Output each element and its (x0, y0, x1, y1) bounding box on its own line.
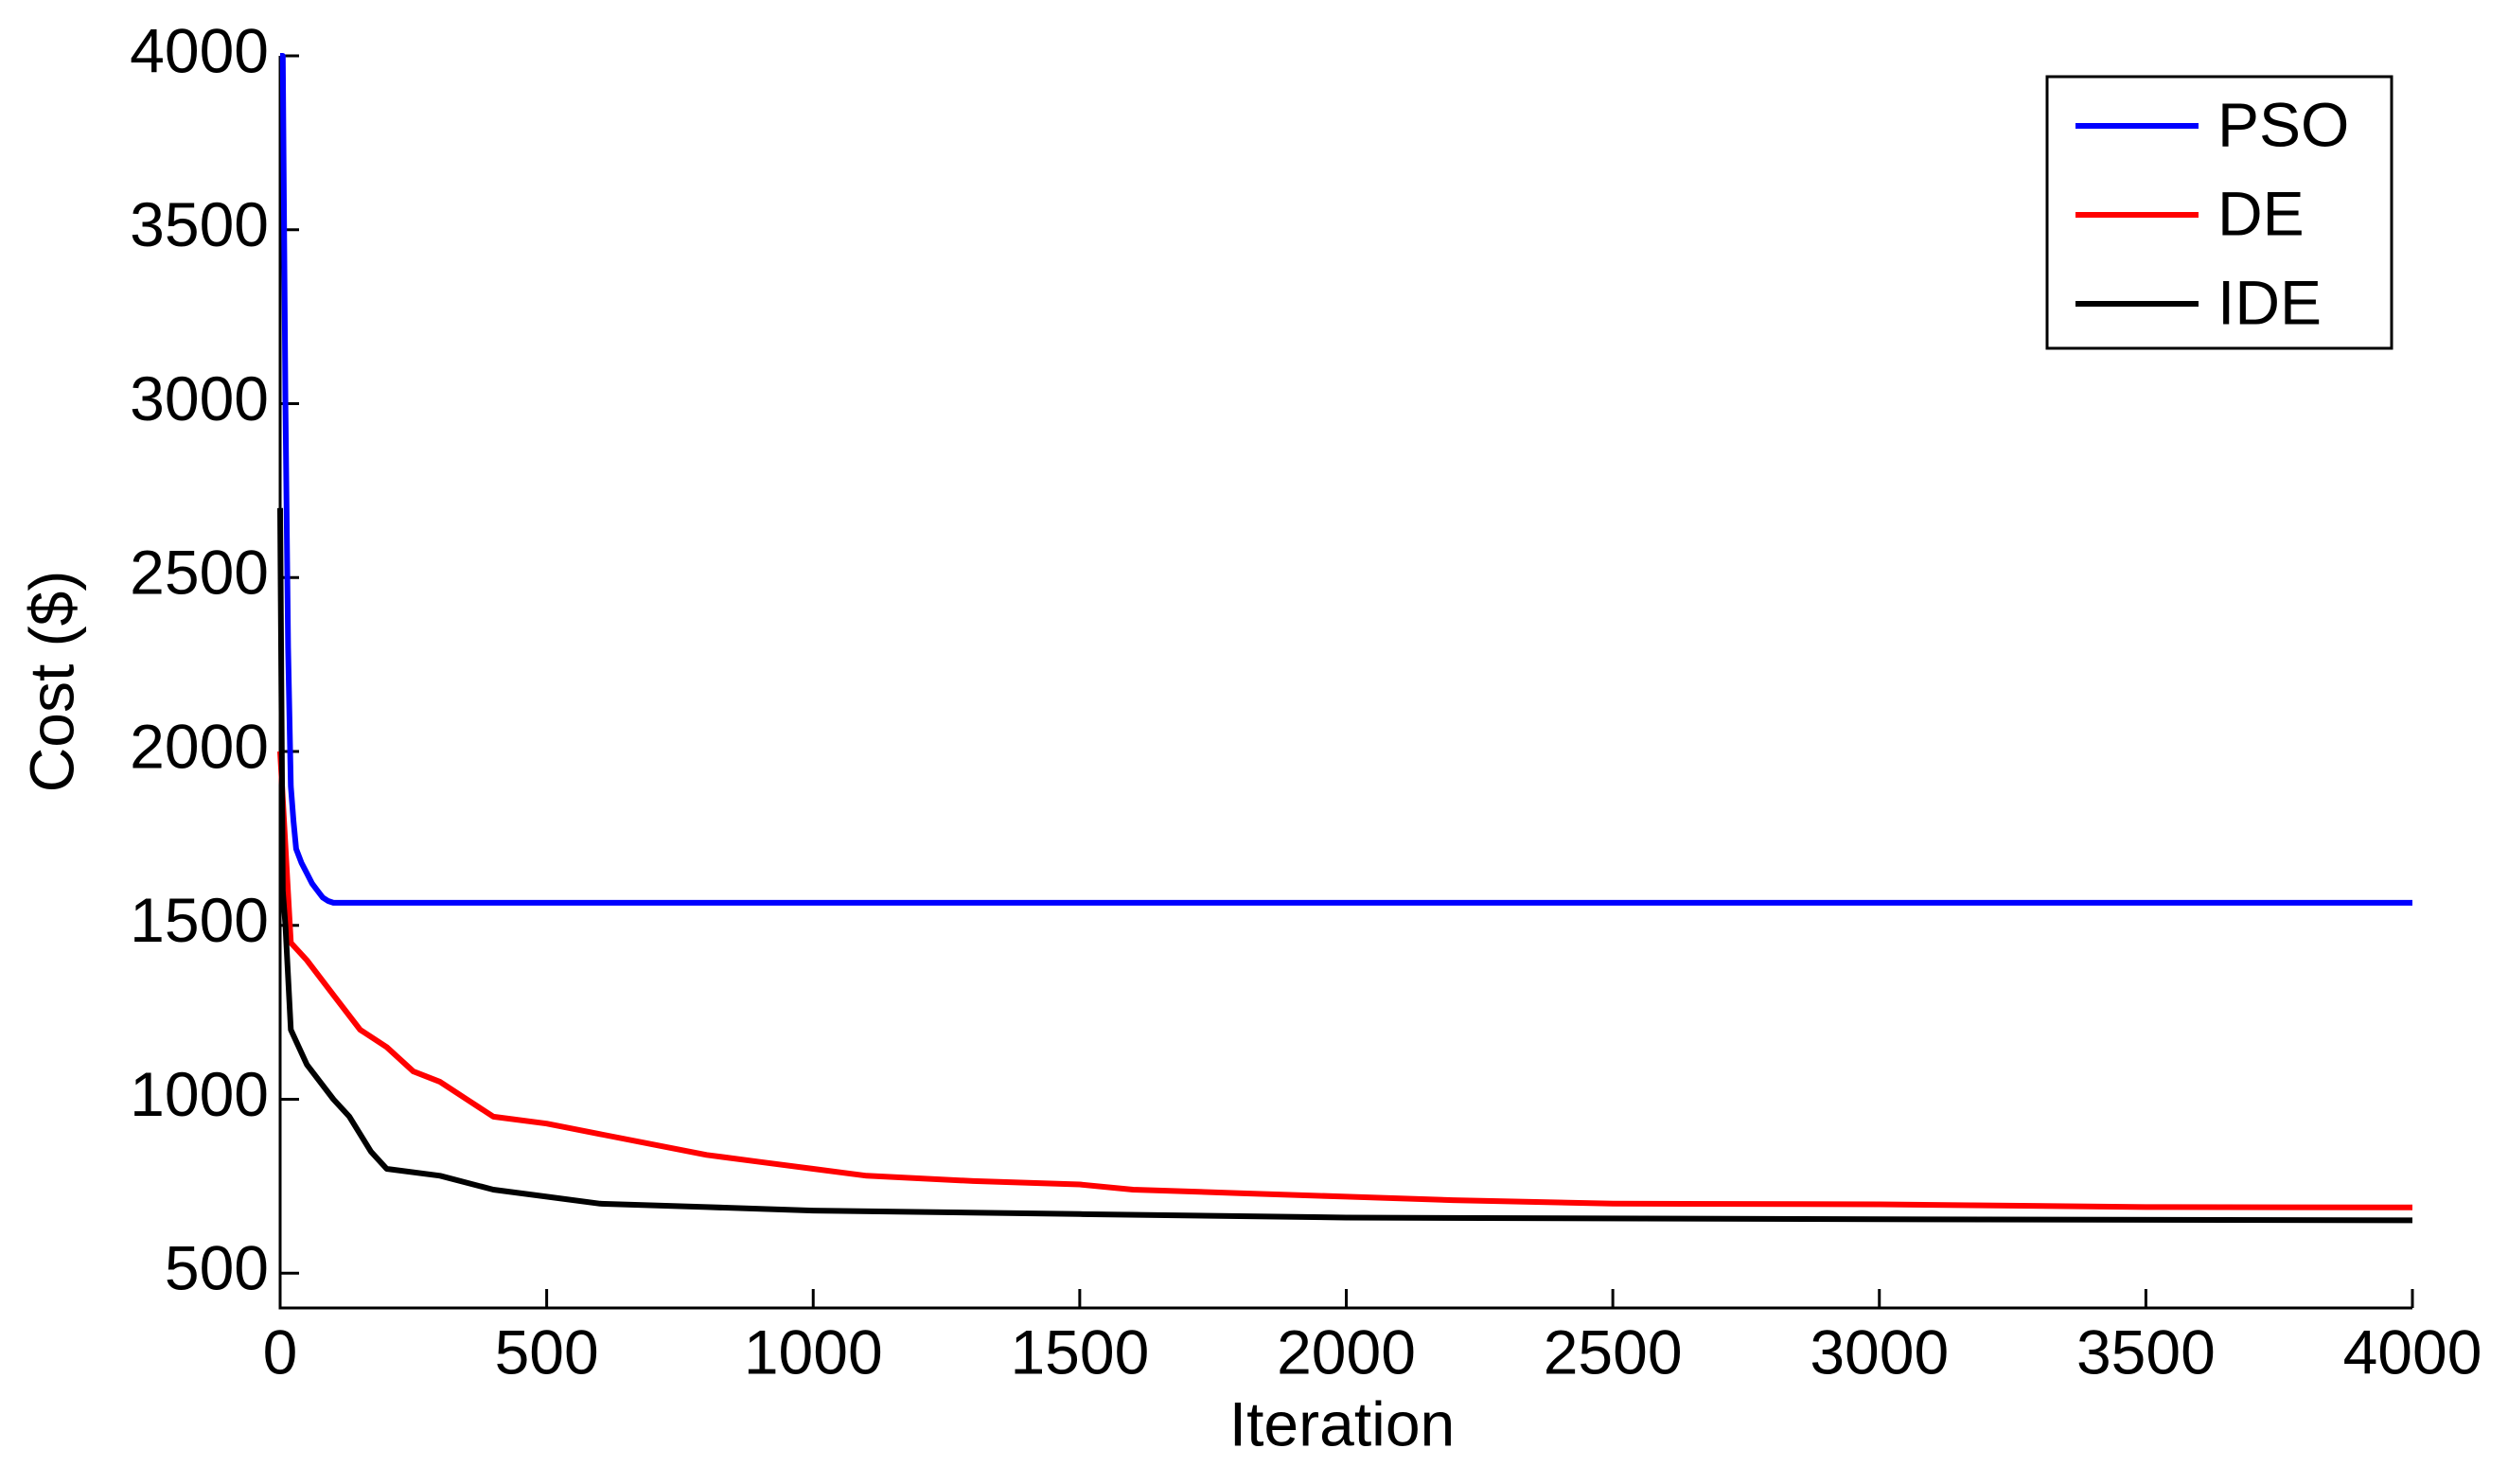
x-tick-label: 2500 (1544, 1316, 1683, 1387)
y-tick-label: 500 (165, 1233, 269, 1303)
y-tick-label: 4000 (130, 15, 269, 85)
y-tick-label: 2000 (130, 711, 269, 781)
legend-label: IDE (2217, 267, 2322, 337)
series-line (279, 53, 2412, 906)
x-tick-label: 1500 (1010, 1316, 1149, 1387)
x-axis-label: Iteration (1229, 1388, 1455, 1458)
series-line (277, 507, 2413, 1224)
y-tick-label: 1000 (130, 1059, 269, 1129)
y-tick-label: 2500 (130, 538, 269, 608)
x-tick-label: 0 (263, 1316, 298, 1387)
x-tick-label: 3000 (1810, 1316, 1949, 1387)
legend-label: DE (2217, 178, 2305, 248)
x-tick-label: 3500 (2076, 1316, 2216, 1387)
legend-label: PSO (2217, 89, 2349, 159)
y-tick-label: 3000 (130, 363, 269, 433)
x-tick-label: 500 (495, 1316, 599, 1387)
y-tick-label: 3500 (130, 189, 269, 259)
x-tick-label: 4000 (2343, 1316, 2482, 1387)
series-line (277, 751, 2413, 1210)
x-tick-label: 1000 (744, 1316, 883, 1387)
y-axis-label: Cost ($) (16, 571, 86, 793)
y-tick-label: 1500 (130, 885, 269, 955)
x-tick-label: 2000 (1277, 1316, 1416, 1387)
